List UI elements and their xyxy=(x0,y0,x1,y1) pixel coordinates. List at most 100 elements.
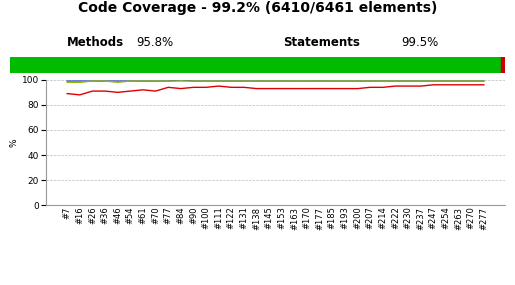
statement xyxy=(342,79,348,83)
total xyxy=(77,81,83,84)
method xyxy=(468,83,474,87)
total xyxy=(216,79,222,83)
statement xyxy=(418,79,424,83)
statement xyxy=(468,79,474,83)
Y-axis label: %: % xyxy=(10,138,19,147)
statement xyxy=(317,79,323,83)
method xyxy=(140,88,146,91)
total xyxy=(481,79,487,83)
statement xyxy=(140,79,146,83)
Line: statement: statement xyxy=(67,80,484,81)
total xyxy=(253,79,260,83)
statement xyxy=(354,79,360,83)
method xyxy=(430,83,436,87)
total xyxy=(191,79,197,83)
total xyxy=(178,79,184,83)
total xyxy=(279,79,285,83)
total xyxy=(329,79,335,83)
Line: method: method xyxy=(67,85,484,95)
method xyxy=(102,89,108,93)
method xyxy=(165,86,171,89)
total xyxy=(367,79,373,83)
total xyxy=(304,79,310,83)
total xyxy=(140,79,146,83)
statement xyxy=(191,79,197,83)
statement xyxy=(178,78,184,82)
method xyxy=(291,87,298,90)
total xyxy=(380,79,386,83)
method xyxy=(418,84,424,88)
method xyxy=(392,84,399,88)
total xyxy=(241,79,247,83)
total xyxy=(342,79,348,83)
method xyxy=(228,86,234,89)
statement xyxy=(127,79,133,83)
statement xyxy=(367,79,373,83)
total xyxy=(64,81,70,84)
total xyxy=(152,79,159,83)
method xyxy=(191,86,197,89)
method xyxy=(89,89,95,93)
total xyxy=(102,79,108,83)
method xyxy=(152,89,159,93)
statement xyxy=(152,79,159,83)
method xyxy=(127,89,133,93)
method xyxy=(354,87,360,90)
total xyxy=(317,79,323,83)
statement xyxy=(253,79,260,83)
method xyxy=(317,87,323,90)
statement xyxy=(266,79,272,83)
statement xyxy=(329,79,335,83)
method xyxy=(253,87,260,90)
statement xyxy=(115,79,121,83)
statement xyxy=(77,79,83,83)
total xyxy=(127,79,133,83)
method xyxy=(443,83,449,87)
method xyxy=(64,92,70,95)
statement xyxy=(228,79,234,83)
method xyxy=(456,83,462,87)
total xyxy=(418,79,424,83)
total xyxy=(203,79,209,83)
Bar xyxy=(501,57,505,73)
total xyxy=(443,79,449,83)
Text: Statements: Statements xyxy=(283,36,360,49)
statement xyxy=(216,79,222,83)
statement xyxy=(456,79,462,83)
method xyxy=(304,87,310,90)
statement xyxy=(203,79,209,83)
statement xyxy=(165,79,171,83)
statement xyxy=(405,79,411,83)
method xyxy=(115,91,121,94)
total xyxy=(89,79,95,83)
total xyxy=(115,81,121,84)
Text: Methods: Methods xyxy=(67,36,124,49)
method xyxy=(405,84,411,88)
total xyxy=(430,79,436,83)
Line: total: total xyxy=(67,81,484,82)
method xyxy=(279,87,285,90)
method xyxy=(241,86,247,89)
Text: 95.8%: 95.8% xyxy=(136,36,174,49)
statement xyxy=(102,79,108,83)
statement xyxy=(291,79,298,83)
method xyxy=(342,87,348,90)
statement xyxy=(380,79,386,83)
total xyxy=(456,79,462,83)
total xyxy=(392,79,399,83)
method xyxy=(178,87,184,90)
method xyxy=(216,84,222,88)
statement xyxy=(241,79,247,83)
statement xyxy=(64,79,70,83)
method xyxy=(77,93,83,97)
total xyxy=(291,79,298,83)
total xyxy=(228,79,234,83)
total xyxy=(165,79,171,83)
Text: 99.5%: 99.5% xyxy=(402,36,439,49)
method xyxy=(329,87,335,90)
method xyxy=(380,86,386,89)
statement xyxy=(443,79,449,83)
method xyxy=(266,87,272,90)
method xyxy=(367,86,373,89)
total xyxy=(468,79,474,83)
